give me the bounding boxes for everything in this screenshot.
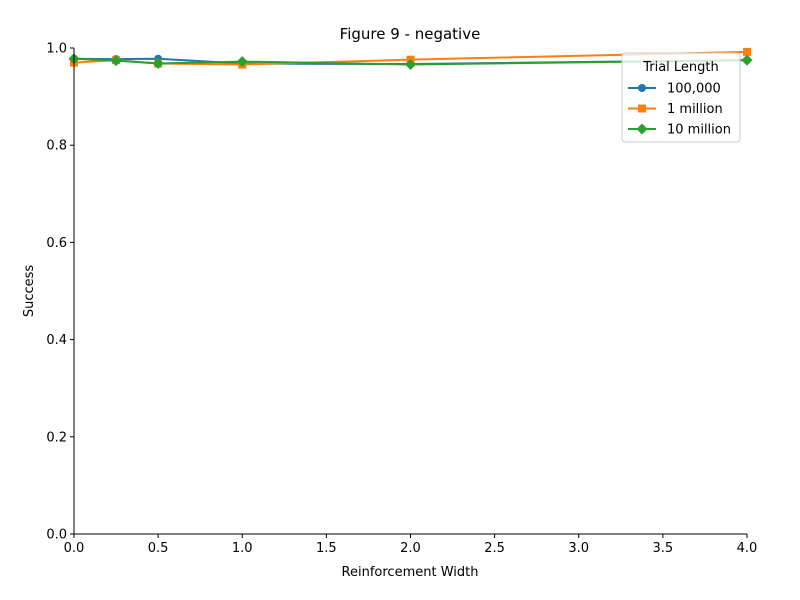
legend-marker	[638, 84, 646, 92]
x-tick-label: 1.0	[232, 541, 253, 556]
x-tick-label: 4.0	[737, 541, 758, 556]
x-tick-label: 3.5	[653, 541, 674, 556]
x-tick-label: 1.5	[316, 541, 337, 556]
y-tick-label: 0.6	[46, 236, 67, 251]
plot-series	[68, 47, 753, 71]
chart-title: Figure 9 - negative	[340, 25, 481, 43]
legend-box	[621, 52, 741, 143]
x-tick-label: 2.5	[484, 541, 505, 556]
legend-label: 10 million	[667, 123, 731, 138]
y-tick-label: 0.4	[46, 333, 67, 348]
legend-entries: 100,000 1 million 10 million	[628, 82, 731, 138]
data-point	[152, 58, 164, 70]
data-point	[405, 59, 416, 71]
y-tick-label: 1.0	[46, 42, 67, 57]
x-tick-label: 0.0	[64, 541, 85, 556]
legend-label: 1 million	[667, 102, 723, 117]
y-tick-label: 0.2	[46, 430, 67, 445]
legend-marker	[638, 104, 646, 113]
series-line	[73, 57, 748, 66]
y-axis-ticks: 0.0 0.2 0.4 0.6 0.8 1.0	[46, 42, 74, 543]
x-tick-label: 3.0	[568, 541, 589, 556]
data-point	[743, 47, 751, 56]
x-tick-label: 0.5	[148, 541, 169, 556]
y-axis-title: Success	[22, 265, 37, 318]
legend: Trial Length 100,000 1 million 10 million	[621, 52, 741, 143]
legend-title: Trial Length	[642, 60, 719, 75]
legend-marker	[636, 123, 648, 135]
y-tick-label: 0.8	[46, 139, 67, 154]
data-point	[110, 55, 122, 67]
y-tick-label: 0.0	[46, 528, 67, 543]
data-point	[741, 54, 753, 66]
x-axis-ticks: 0.0 0.5 1.0 1.5 2.0 2.5 3.0 3.5 4.0	[64, 534, 758, 556]
legend-label: 100,000	[667, 82, 721, 97]
x-tick-label: 2.0	[400, 541, 421, 556]
x-axis-title: Reinforcement Width	[342, 565, 479, 580]
data-point	[236, 56, 248, 68]
